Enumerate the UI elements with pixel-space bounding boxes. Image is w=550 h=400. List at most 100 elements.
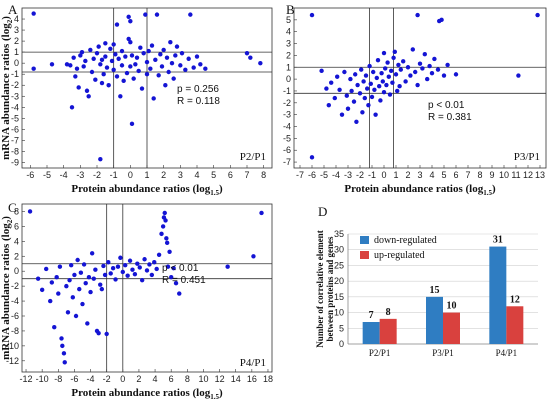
y-tick-label: -7: [283, 157, 291, 167]
y-tick-label: 1: [286, 62, 291, 72]
data-point: [35, 276, 41, 281]
data-point: [365, 86, 370, 91]
data-point: [109, 58, 115, 64]
data-point: [408, 73, 413, 78]
x-tick-label: 13: [535, 170, 545, 180]
x-axis-title-sub: 1.5: [210, 189, 219, 197]
data-point: [120, 269, 126, 275]
data-point: [381, 50, 387, 56]
data-point: [133, 62, 138, 67]
data-point: [119, 63, 125, 68]
data-point: [164, 55, 170, 60]
data-point: [163, 218, 168, 223]
data-point: [131, 76, 136, 81]
data-point: [146, 48, 151, 54]
data-point: [171, 76, 176, 81]
x-tick-label: 14: [231, 374, 241, 384]
x-tick-label: 16: [247, 374, 257, 384]
data-point: [425, 76, 430, 82]
x-tick-label: -7: [296, 170, 304, 180]
data-point: [69, 105, 75, 110]
data-point: [259, 210, 264, 216]
x-tick-label: 1: [144, 170, 149, 180]
x-tick-label: 2: [136, 374, 141, 384]
data-point: [188, 12, 193, 17]
data-point: [86, 274, 92, 280]
data-point: [178, 63, 183, 68]
data-point: [79, 49, 85, 55]
data-point: [420, 66, 425, 71]
bar-value-label: 31: [493, 235, 503, 246]
data-point: [385, 60, 390, 65]
data-point: [167, 249, 172, 254]
bar-value-label: 7: [369, 310, 374, 321]
y-tick-label: 0: [14, 58, 19, 68]
data-point: [134, 55, 140, 60]
y-tick-label: 5: [286, 15, 291, 25]
x-tick-label: -5: [43, 170, 51, 180]
x-tick-label: 2: [405, 170, 410, 180]
data-point: [337, 87, 342, 92]
y-tick-label: -3: [283, 110, 291, 120]
data-point: [86, 94, 91, 99]
data-point: [111, 67, 116, 72]
data-point: [413, 69, 418, 75]
data-point: [135, 261, 140, 266]
data-point: [191, 65, 196, 70]
data-point: [132, 271, 138, 277]
data-point: [128, 64, 133, 69]
x-axis-title-sub: 1.5: [210, 393, 219, 400]
data-point: [453, 72, 459, 77]
data-point: [56, 291, 61, 296]
x-tick-label: -5: [320, 170, 328, 180]
data-point: [101, 72, 106, 77]
p-value-label: p = 0.256: [177, 84, 219, 95]
data-point: [136, 68, 141, 74]
data-point: [96, 330, 101, 336]
data-point: [68, 263, 74, 268]
y-tick-label: 0: [286, 74, 291, 84]
plot-frame: [21, 203, 273, 373]
data-point: [123, 54, 128, 59]
y-axis-title-line1: Number of correlative element: [315, 230, 325, 347]
data-point: [73, 74, 78, 79]
data-point: [363, 73, 369, 78]
data-point: [169, 60, 175, 66]
data-point: [194, 54, 200, 59]
data-point: [103, 41, 108, 46]
data-point: [31, 66, 36, 71]
data-point: [342, 69, 347, 75]
data-point: [441, 73, 447, 78]
data-point: [374, 75, 379, 81]
data-point: [177, 291, 182, 296]
data-point: [154, 12, 160, 17]
y-tick-label: 5: [339, 323, 344, 333]
data-point: [129, 53, 135, 58]
y-tick-label: 1: [14, 47, 19, 57]
data-point: [360, 110, 365, 115]
data-point: [405, 65, 411, 70]
data-point: [403, 79, 408, 84]
data-point: [335, 74, 340, 79]
data-point: [101, 263, 106, 269]
data-point: [391, 55, 396, 60]
data-point: [329, 80, 334, 85]
data-point: [153, 57, 158, 63]
x-tick-label: 0: [120, 374, 125, 384]
data-point: [355, 82, 360, 88]
data-point: [99, 57, 105, 63]
data-point: [93, 267, 98, 272]
legend-swatch: [360, 251, 369, 259]
data-point: [64, 283, 69, 289]
x-tick-label: -4: [87, 374, 95, 384]
bar-panel-d: D 0 5 10 15 20 25 30 35 7 8 P2/P1 15 10 P3/P1 31 12 P4/P1…: [315, 204, 538, 358]
x-tick-label: 9: [489, 170, 494, 180]
data-point: [179, 51, 185, 56]
data-point: [130, 267, 135, 272]
panel-label: D: [318, 204, 327, 219]
data-point: [111, 42, 116, 47]
data-point: [104, 331, 109, 337]
x-tick-label: 12: [523, 170, 533, 180]
y-axis-title-close: ): [0, 216, 12, 220]
data-point: [332, 95, 337, 101]
